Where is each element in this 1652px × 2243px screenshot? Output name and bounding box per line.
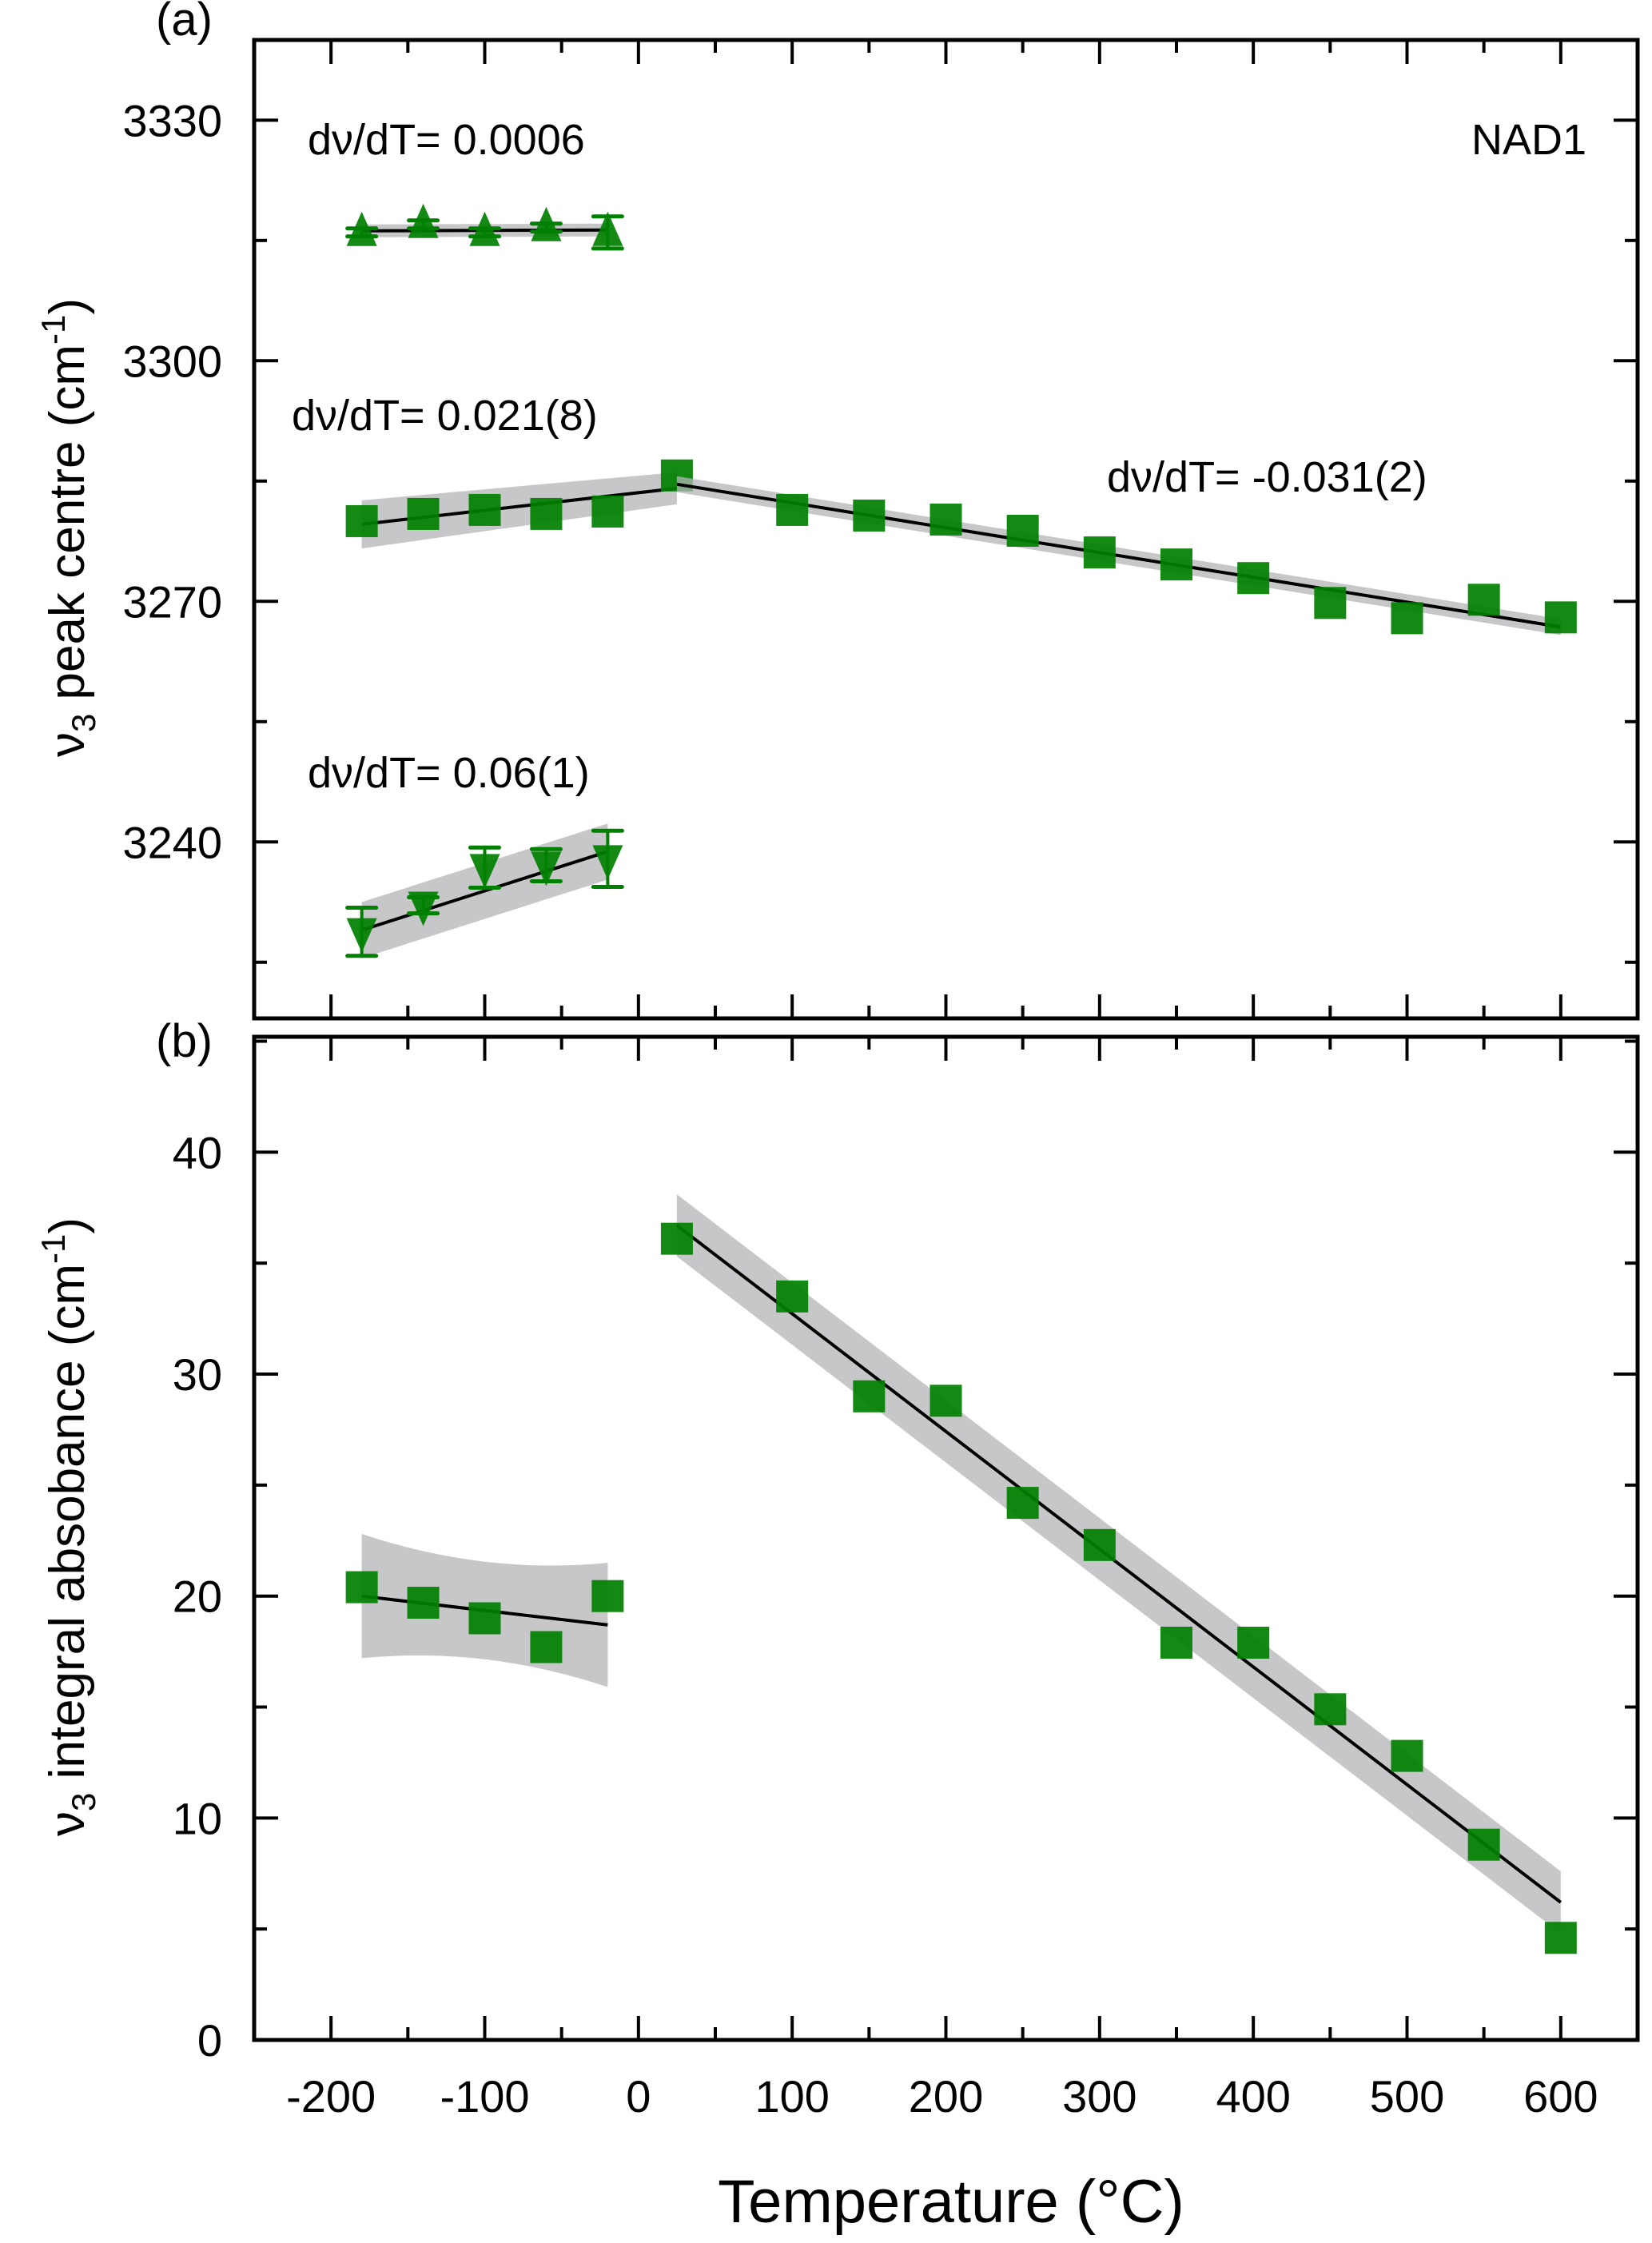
data-point-triangle-down — [408, 891, 439, 926]
y-tick-label: 3300 — [122, 336, 222, 386]
data-point-square — [776, 493, 809, 526]
data-point-square — [1237, 562, 1270, 595]
y-tick-label: 40 — [173, 1127, 222, 1177]
y-tick-label: 3270 — [122, 576, 222, 627]
data-point-triangle-down — [469, 854, 500, 889]
x-tick-label: 100 — [754, 2071, 829, 2121]
data-point-square — [345, 1571, 378, 1604]
data-point-square — [853, 499, 886, 532]
data-point-square — [407, 497, 440, 530]
y-tick-label: 3240 — [122, 817, 222, 867]
y-tick-label: 3330 — [122, 95, 222, 145]
data-point-square — [1391, 602, 1423, 635]
data-point-triangle-down — [531, 851, 562, 886]
data-point-square — [591, 1580, 624, 1612]
data-point-square — [530, 497, 563, 530]
slope-annotation: dν/dT= 0.021(8) — [292, 392, 598, 440]
data-point-square — [1006, 1487, 1039, 1520]
data-point-triangle-up — [469, 211, 500, 246]
y-axis-title-a: ν3 peak centre (cm-1) — [34, 298, 102, 757]
x-tick-label: 0 — [626, 2071, 651, 2121]
plot-frame-b — [252, 1034, 1640, 2042]
sample-label: NAD1 — [1471, 116, 1586, 164]
panel-b: -200 -100 0 100 200 300 400 500 600 0 10 20 30 40 — [173, 1034, 1640, 2121]
data-point-square — [929, 503, 962, 536]
y-tick-label: 20 — [173, 1572, 222, 1622]
y-title-b-sub: 3 — [65, 1793, 102, 1811]
data-point-square — [776, 1280, 809, 1313]
data-point-square — [1467, 1828, 1500, 1861]
data-point-square — [407, 1587, 440, 1620]
data-point-square — [1467, 584, 1500, 616]
x-tick-label: 300 — [1062, 2071, 1136, 2121]
data-point-square — [345, 504, 378, 537]
panel-a-label: (a) — [156, 0, 213, 46]
data-point-square — [468, 1602, 501, 1635]
x-tick-label: -100 — [440, 2071, 529, 2121]
y-axis-title-b: ν3 integral absobance (cm-1) — [34, 1217, 102, 1836]
data-point-square — [1544, 1922, 1577, 1954]
data-point-square — [660, 1222, 693, 1255]
x-tick-label: 600 — [1523, 2071, 1598, 2121]
fit-line-a-3 — [361, 850, 608, 932]
data-point-square — [1237, 1626, 1270, 1659]
data-point-square — [1544, 601, 1577, 634]
y-title-a-text: peak centre (cm — [40, 345, 95, 714]
y-title-a-symbol: ν — [40, 732, 95, 757]
data-point-square — [1314, 1693, 1347, 1726]
x-tick-label: 200 — [909, 2071, 983, 2121]
data-point-square — [1160, 548, 1192, 581]
y-title-a-close: ) — [40, 298, 95, 315]
data-point-square — [468, 493, 501, 526]
y-title-a-sub: 3 — [65, 714, 102, 732]
x-tick-label: -200 — [286, 2071, 376, 2121]
slope-annotation: dν/dT= 0.06(1) — [308, 749, 590, 797]
data-point-square — [929, 1384, 962, 1417]
data-point-square — [1160, 1626, 1192, 1659]
x-axis-title: Temperature (°C) — [718, 2168, 1184, 2236]
data-point-triangle-down — [346, 918, 377, 953]
data-point-square — [853, 1380, 886, 1412]
x-tick-label: 400 — [1216, 2071, 1290, 2121]
data-point-square — [591, 495, 624, 528]
y-tick-label: 0 — [197, 2015, 222, 2066]
panel-b-label: (b) — [156, 1015, 213, 1067]
confidence-band-a-1 — [361, 472, 677, 549]
data-point-triangle-up — [408, 203, 439, 238]
data-point-triangle-up — [346, 211, 377, 246]
y-title-b-close: ) — [40, 1217, 95, 1234]
y-tick-label: 30 — [173, 1349, 222, 1400]
data-point-triangle-up — [592, 211, 623, 246]
data-point-square — [1083, 536, 1116, 569]
slope-annotation: dν/dT= -0.031(2) — [1107, 453, 1427, 501]
data-point-square — [1314, 587, 1347, 620]
x-tick-label: 500 — [1370, 2071, 1444, 2121]
y-title-b-sup: -1 — [34, 1234, 72, 1264]
data-point-square — [1006, 515, 1039, 548]
data-point-triangle-down — [592, 845, 623, 880]
y-tick-label: 10 — [173, 1793, 222, 1843]
data-point-square — [530, 1631, 563, 1663]
panel-a: dν/dT= 0.0006 dν/dT= 0.021(8) dν/dT= -0.03… — [122, 38, 1640, 1021]
y-title-b-text: integral absobance (cm — [40, 1264, 95, 1793]
slope-annotation: dν/dT= 0.0006 — [308, 116, 585, 164]
fit-line-b-1 — [675, 1224, 1562, 1904]
data-point-square — [1083, 1528, 1116, 1561]
y-title-a-sup: -1 — [34, 315, 72, 345]
y-title-b-symbol: ν — [40, 1811, 95, 1836]
data-point-square — [1391, 1739, 1423, 1772]
fit-line-a-2 — [676, 482, 1562, 629]
data-point-triangle-up — [531, 206, 562, 241]
